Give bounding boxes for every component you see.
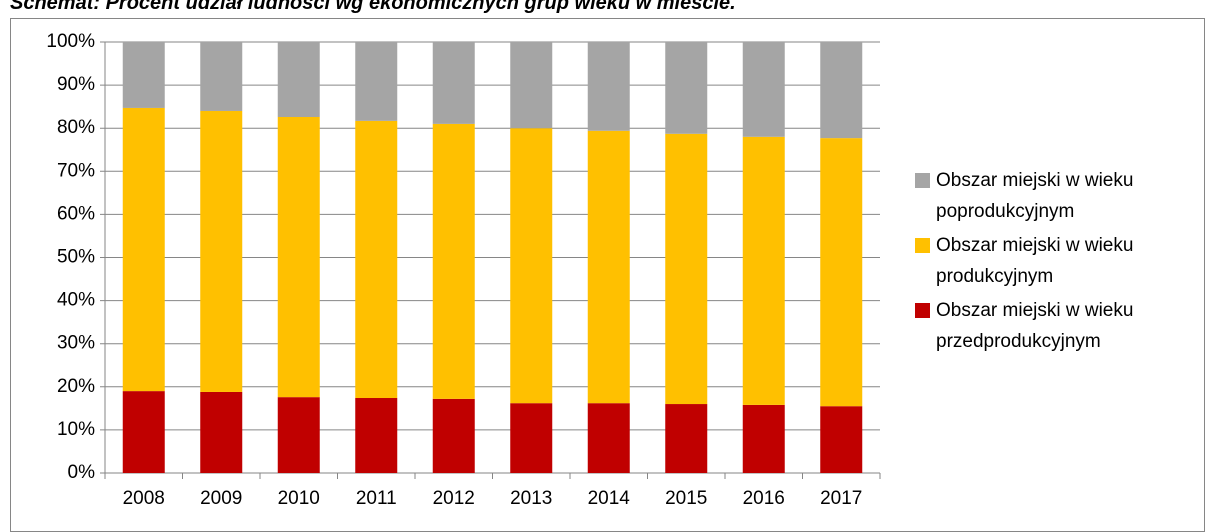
bar-segment — [200, 391, 243, 473]
bar-segment — [277, 397, 320, 473]
bar-segment — [665, 404, 708, 473]
y-tick-label: 10% — [57, 419, 95, 440]
x-tick-label: 2008 — [123, 488, 165, 509]
bar-segment — [122, 107, 165, 392]
legend-item: Obszar miejski w wieku produkcyjnym — [915, 230, 1180, 292]
bar-segment — [432, 123, 475, 399]
x-tick-label: 2012 — [433, 488, 475, 509]
bar-segment — [742, 404, 785, 473]
bar-segment — [820, 42, 863, 139]
bar-segment — [200, 42, 243, 111]
y-tick-label: 70% — [57, 160, 95, 181]
y-tick-label: 90% — [57, 74, 95, 95]
x-tick-label: 2011 — [356, 488, 397, 509]
bar-segment — [355, 120, 398, 399]
legend-item: Obszar miejski w wieku przedprodukcyjnym — [915, 295, 1180, 357]
x-tick-label: 2014 — [588, 488, 631, 509]
bar-segment — [820, 138, 863, 407]
x-tick-label: 2010 — [278, 488, 320, 509]
bar-segment — [277, 116, 320, 398]
bar-segment — [587, 42, 630, 131]
legend-swatch — [915, 238, 930, 253]
legend: Obszar miejski w wieku poprodukcyjnym Obs… — [915, 165, 1180, 360]
bar-segment — [432, 42, 475, 124]
y-tick-label: 20% — [57, 376, 95, 397]
bar-segment — [122, 42, 165, 108]
bar-segment — [510, 42, 553, 129]
chart-title: Schemat: Procent udział ludności wg ekon… — [10, 0, 736, 14]
legend-label: Obszar miejski w wieku przedprodukcyjnym — [936, 300, 1134, 352]
legend-swatch — [915, 173, 930, 188]
bar-segment — [355, 42, 398, 121]
bar-segment — [122, 391, 165, 473]
bar-segment — [742, 136, 785, 405]
x-tick-label: 2009 — [200, 488, 242, 509]
bar-segment — [742, 42, 785, 137]
y-tick-label: 30% — [57, 333, 95, 354]
y-tick-label: 80% — [57, 117, 95, 138]
y-tick-label: 0% — [68, 462, 96, 483]
legend-label: Obszar miejski w wieku poprodukcyjnym — [936, 170, 1134, 222]
legend-item: Obszar miejski w wieku poprodukcyjnym — [915, 165, 1180, 227]
y-tick-label: 100% — [46, 31, 95, 52]
legend-label: Obszar miejski w wieku produkcyjnym — [936, 235, 1134, 287]
legend-swatch — [915, 303, 930, 318]
bar-segment — [665, 42, 708, 134]
bar-segment — [587, 403, 630, 473]
y-tick-label: 50% — [57, 247, 95, 268]
x-tick-label: 2017 — [820, 488, 862, 509]
bar-segment — [665, 133, 708, 405]
y-tick-label: 60% — [57, 203, 95, 224]
bar-segment — [432, 398, 475, 473]
bar-segment — [510, 128, 553, 404]
bar-segment — [820, 406, 863, 473]
bar-segment — [200, 110, 243, 392]
x-tick-label: 2013 — [510, 488, 552, 509]
bar-segment — [277, 42, 320, 117]
x-tick-label: 2016 — [743, 488, 785, 509]
x-tick-label: 2015 — [665, 488, 707, 509]
bar-segment — [587, 130, 630, 404]
bar-segment — [355, 398, 398, 473]
bar-segment — [510, 403, 553, 473]
y-tick-label: 40% — [57, 290, 95, 311]
